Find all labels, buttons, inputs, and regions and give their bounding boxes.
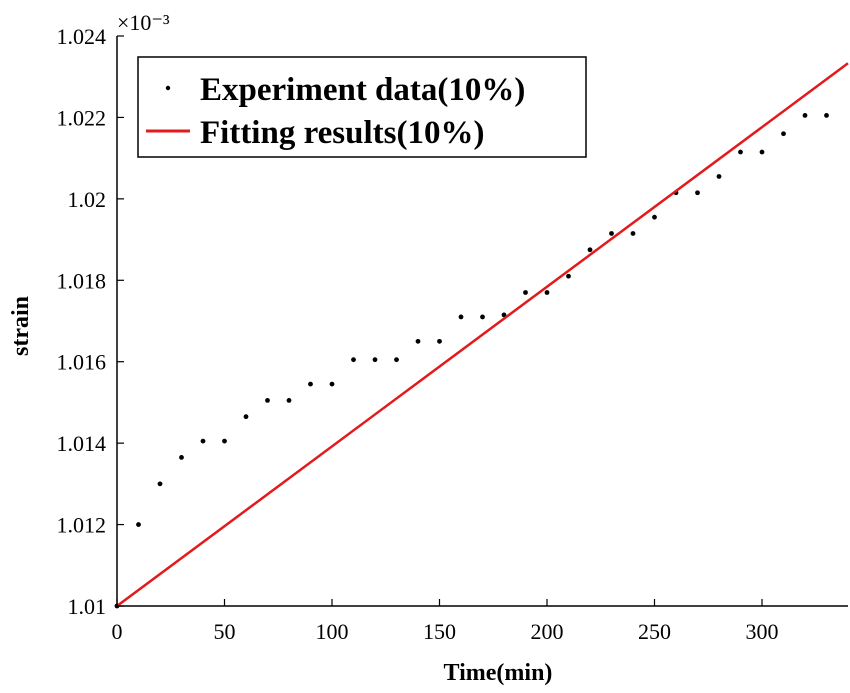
data-point xyxy=(265,397,270,403)
data-point xyxy=(501,312,507,318)
legend: Experiment data(10%) Fitting results(10%… xyxy=(137,56,587,158)
data-point xyxy=(609,231,614,236)
y-tick-label: 1.02 xyxy=(68,187,107,212)
y-axis-label: strain xyxy=(8,296,34,356)
y-tick-label: 1.014 xyxy=(57,431,107,456)
x-tick-label: 50 xyxy=(214,619,236,644)
x-tick-label: 0 xyxy=(112,619,123,644)
data-point xyxy=(458,314,464,320)
x-axis-label: Time(min) xyxy=(444,660,553,686)
data-point xyxy=(566,273,571,279)
data-point xyxy=(695,190,700,196)
y-tick-label: 1.01 xyxy=(68,594,107,619)
x-tick-label: 250 xyxy=(638,619,671,644)
data-point xyxy=(157,481,163,487)
legend-label-experiment: Experiment data(10%) xyxy=(200,72,525,108)
data-point xyxy=(652,214,657,220)
legend-label-fitting: Fitting results(10%) xyxy=(200,115,484,151)
data-point xyxy=(329,381,335,387)
data-point xyxy=(437,338,442,344)
data-point xyxy=(372,357,378,363)
data-point xyxy=(824,112,829,118)
data-point xyxy=(802,112,808,118)
data-point xyxy=(200,438,206,444)
x-tick-label: 100 xyxy=(316,619,349,644)
data-point xyxy=(759,149,765,155)
data-point xyxy=(351,357,356,363)
y-tick-label: 1.018 xyxy=(57,268,107,293)
data-point xyxy=(286,397,292,403)
legend-box xyxy=(137,56,587,158)
data-point xyxy=(716,174,722,179)
y-tick-label: 1.012 xyxy=(57,513,107,538)
data-point xyxy=(480,314,485,320)
data-point xyxy=(222,438,227,444)
data-point xyxy=(243,414,249,420)
data-point xyxy=(544,290,550,295)
data-point xyxy=(630,231,636,236)
fitting-line xyxy=(116,62,849,608)
data-point xyxy=(781,131,786,137)
data-point xyxy=(587,247,593,253)
plot-area xyxy=(114,62,849,609)
y-axis-exponent: ×10⁻³ xyxy=(117,10,170,35)
legend-marker-experiment xyxy=(165,85,171,91)
x-tick-label: 150 xyxy=(423,619,456,644)
x-tick-label: 200 xyxy=(531,619,564,644)
data-point xyxy=(523,290,528,295)
data-point xyxy=(179,454,184,460)
y-tick-label: 1.024 xyxy=(57,24,107,49)
data-point xyxy=(738,149,743,155)
y-tick-label: 1.016 xyxy=(57,350,107,375)
data-point xyxy=(308,381,313,387)
data-point xyxy=(394,357,399,363)
data-point xyxy=(415,338,421,344)
x-tick-label: 300 xyxy=(746,619,779,644)
axes: 0 50 100 150 200 250 300 1.01 1.012 1.014 1.016 1.0… xyxy=(57,24,848,644)
data-point xyxy=(136,522,141,527)
y-tick-label: 1.022 xyxy=(57,105,107,130)
